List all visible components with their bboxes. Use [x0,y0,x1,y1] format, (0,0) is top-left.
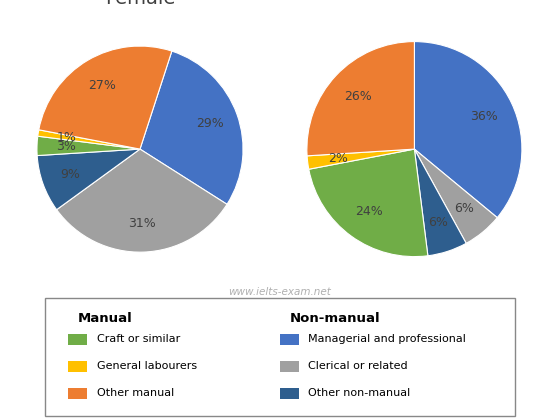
FancyBboxPatch shape [68,361,87,372]
Wedge shape [414,149,497,243]
Text: Non-manual: Non-manual [290,312,380,326]
Wedge shape [57,149,227,252]
Text: Other manual: Other manual [96,388,174,399]
Text: Managerial and professional: Managerial and professional [308,334,466,344]
Wedge shape [37,136,140,155]
Text: 26%: 26% [344,89,372,102]
FancyBboxPatch shape [280,388,299,399]
Text: 2%: 2% [328,152,348,165]
Text: 29%: 29% [196,118,223,131]
Text: Other non-manual: Other non-manual [308,388,410,399]
Wedge shape [307,149,414,169]
Text: 31%: 31% [128,217,156,230]
FancyBboxPatch shape [45,298,515,416]
FancyBboxPatch shape [280,334,299,345]
Wedge shape [37,149,140,210]
Text: 24%: 24% [355,205,383,218]
Wedge shape [307,42,414,156]
Text: 6%: 6% [454,202,474,215]
Text: Craft or similar: Craft or similar [96,334,180,344]
Wedge shape [38,130,140,149]
Text: 27%: 27% [88,79,116,92]
Text: 36%: 36% [470,110,498,123]
Wedge shape [414,149,466,256]
Text: Clerical or related: Clerical or related [308,361,408,371]
Text: Manual: Manual [78,312,133,326]
Title: Female: Female [105,0,175,8]
Text: 9%: 9% [60,168,80,181]
Text: 3%: 3% [56,140,76,153]
Text: www.ielts-exam.net: www.ielts-exam.net [228,287,332,297]
Text: 6%: 6% [428,216,448,229]
FancyBboxPatch shape [68,334,87,345]
Wedge shape [140,51,243,204]
Wedge shape [414,42,522,218]
FancyBboxPatch shape [280,361,299,372]
Title: Male: Male [391,0,437,2]
Text: General labourers: General labourers [96,361,197,371]
FancyBboxPatch shape [68,388,87,399]
Wedge shape [309,149,428,257]
Text: 1%: 1% [57,131,77,144]
Wedge shape [39,46,172,149]
